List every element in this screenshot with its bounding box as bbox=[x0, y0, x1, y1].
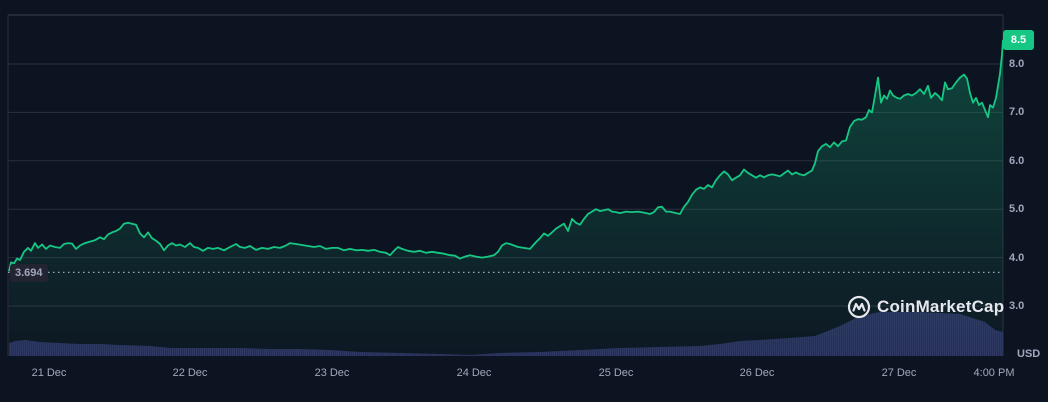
y-tick-label: 8.0 bbox=[1009, 58, 1025, 70]
x-tick-label: 22 Dec bbox=[172, 367, 208, 379]
coinmarketcap-watermark: CoinMarketCap bbox=[847, 295, 1004, 319]
x-tick-label: 4:00 PM bbox=[973, 367, 1015, 379]
x-tick-label: 21 Dec bbox=[31, 367, 67, 379]
x-tick-label: 23 Dec bbox=[314, 367, 350, 379]
x-tick-label: 25 Dec bbox=[598, 367, 634, 379]
open-price-badge: 3.694 bbox=[10, 264, 48, 282]
y-tick-label: 6.0 bbox=[1009, 154, 1025, 167]
y-tick-label: 4.0 bbox=[1009, 251, 1025, 264]
x-tick-label: 24 Dec bbox=[456, 367, 492, 379]
y-tick-label: 5.0 bbox=[1009, 203, 1025, 216]
y-tick-label: 3.0 bbox=[1009, 300, 1025, 312]
price-line bbox=[8, 39, 1004, 272]
current-price-badge: 8.5 bbox=[1003, 30, 1034, 50]
currency-unit-label: USD bbox=[1017, 348, 1041, 360]
x-tick-label: 27 Dec bbox=[881, 367, 917, 379]
y-tick-label: 7.0 bbox=[1009, 106, 1025, 119]
x-tick-label: 26 Dec bbox=[739, 367, 775, 379]
watermark-text: CoinMarketCap bbox=[877, 297, 1005, 316]
price-area-fill bbox=[9, 39, 1003, 357]
coinmarketcap-logo-icon bbox=[847, 295, 871, 319]
